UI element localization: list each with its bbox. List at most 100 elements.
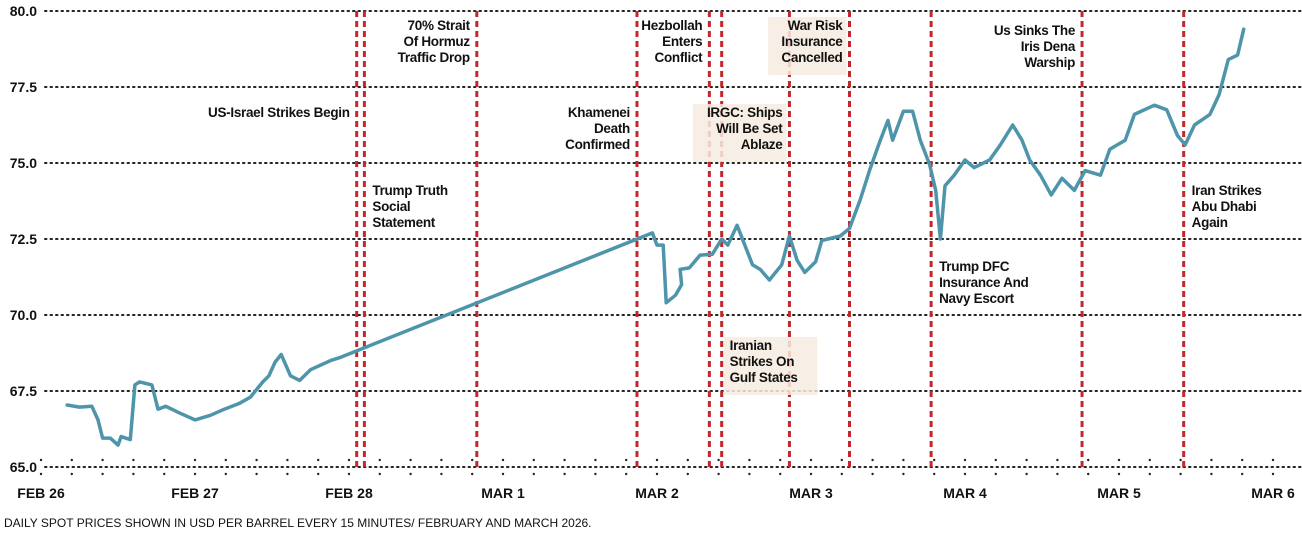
x-tick-dot xyxy=(1271,458,1275,462)
x-tick-dot xyxy=(563,472,566,476)
annotation-line: 70% Strait xyxy=(408,18,471,33)
annotation-text: Trump DFC Insurance And Navy Escort xyxy=(939,259,1028,306)
x-tick-label: FEB 26 xyxy=(17,485,65,501)
annotation-text: Iran Strikes Abu Dhabi Again xyxy=(1192,183,1262,230)
annotation-line: Cancelled xyxy=(781,50,842,65)
x-tick-dot xyxy=(1025,458,1028,462)
annotation-highlight xyxy=(768,17,847,75)
annotation-line: Strikes On xyxy=(730,354,795,369)
x-tick-dot xyxy=(440,472,443,476)
annotation-line: Iris Dena xyxy=(1021,39,1076,54)
x-tick-dot xyxy=(193,472,197,476)
axes: 65.0 67.5 70.0 72.5 75.0 77.5 80.0 FEB 26 FEB 27… xyxy=(10,3,1295,501)
x-tick-dot xyxy=(286,458,289,462)
x-tick-dot xyxy=(163,472,166,476)
x-tick-dot xyxy=(594,472,597,476)
x-tick-dot xyxy=(933,472,936,476)
x-tick-dot xyxy=(994,472,997,476)
annotation-line: Statement xyxy=(372,215,435,230)
x-tick-dot xyxy=(1087,472,1090,476)
annotation-line: Hezbollah xyxy=(641,18,702,33)
annotation-label: IRGC: Ships Will Be Set Ablaze xyxy=(692,104,787,162)
x-tick-dot xyxy=(532,458,535,462)
annotation-text: Khamenei Death Confirmed xyxy=(565,105,630,152)
annotation-line: Insurance And xyxy=(939,275,1028,290)
annotation-line: Death xyxy=(594,121,630,136)
annotation-text: IRGC: Ships Will Be Set Ablaze xyxy=(707,105,783,152)
annotation-text: US-Israel Strikes Begin xyxy=(208,105,350,120)
annotation-line: Will Be Set xyxy=(716,121,783,136)
annotation-label: Trump DFC Insurance And Navy Escort xyxy=(939,259,1029,306)
annotation-line: Confirmed xyxy=(565,137,630,152)
x-tick-dot xyxy=(779,458,782,462)
x-tick-dot xyxy=(39,458,43,462)
annotation-label: Hezbollah Enters Conflict xyxy=(641,18,703,65)
y-tick-label: 70.0 xyxy=(10,307,37,323)
annotation-line: Trump DFC xyxy=(939,259,1010,274)
x-tick-dot xyxy=(132,472,135,476)
annotation-line: Insurance xyxy=(781,34,843,49)
annotation-text: Hezbollah Enters Conflict xyxy=(641,18,703,65)
x-tick-dot xyxy=(101,472,104,476)
x-tick-dot xyxy=(1148,458,1152,462)
x-tick-dot xyxy=(871,472,874,476)
x-tick-dot xyxy=(1087,458,1090,462)
x-tick-dot xyxy=(471,472,474,476)
x-tick-dot xyxy=(224,458,227,462)
annotation-label: Khamenei Death Confirmed xyxy=(565,105,630,152)
x-tick-dot xyxy=(101,458,104,462)
x-tick-label: MAR 3 xyxy=(789,485,833,501)
annotation-line: Iranian xyxy=(730,338,772,353)
x-tick-label: MAR 6 xyxy=(1251,485,1295,501)
x-tick-label: MAR 2 xyxy=(635,485,679,501)
x-tick-dot xyxy=(193,458,197,462)
annotation-line: Warship xyxy=(1024,55,1075,70)
x-tick-dot xyxy=(655,472,659,476)
annotation-line: Trump Truth xyxy=(372,183,447,198)
annotations: US-Israel Strikes Begin Trump Truth Social… xyxy=(208,17,1262,395)
x-tick-dot xyxy=(378,472,381,476)
x-tick-dot xyxy=(224,472,227,476)
x-tick-dot xyxy=(871,458,874,462)
x-tick-dot xyxy=(409,472,412,476)
annotation-line: US-Israel Strikes Begin xyxy=(208,105,350,120)
annotation-label: War Risk Insurance Cancelled xyxy=(768,17,847,75)
y-tick-label: 80.0 xyxy=(10,3,37,19)
gridlines xyxy=(44,10,1302,468)
annotation-label: Iran Strikes Abu Dhabi Again xyxy=(1192,183,1262,230)
annotation-text: Iranian Strikes On Gulf States xyxy=(730,338,798,385)
x-tick-dot xyxy=(317,458,320,462)
x-tick-dot xyxy=(255,472,258,476)
x-tick-dot xyxy=(655,458,659,462)
annotation-line: Us Sinks The xyxy=(994,23,1076,38)
x-tick-dot xyxy=(994,458,997,462)
annotation-text: Trump Truth Social Statement xyxy=(372,183,447,230)
x-tick-dot xyxy=(501,472,505,476)
x-tick-dot xyxy=(748,458,751,462)
annotation-line: Ablaze xyxy=(741,137,784,152)
x-tick-dot xyxy=(1210,458,1213,462)
x-tick-dot xyxy=(717,458,720,462)
annotation-line: Conflict xyxy=(655,50,704,65)
x-tick-dot xyxy=(501,458,505,462)
x-tick-dot xyxy=(686,458,689,462)
x-tick-label: MAR 5 xyxy=(1097,485,1141,501)
x-tick-dot xyxy=(1271,472,1275,476)
x-tick-dot xyxy=(70,458,74,462)
annotation-line: Enters xyxy=(662,34,702,49)
annotation-line: IRGC: Ships xyxy=(707,105,782,120)
annotation-label: Iranian Strikes On Gulf States xyxy=(723,337,818,395)
x-tick-dot xyxy=(809,472,813,476)
annotation-line: Khamenei xyxy=(568,105,630,120)
annotation-label: Us Sinks The Iris Dena Warship xyxy=(994,23,1076,70)
annotation-line: War Risk xyxy=(788,18,844,33)
x-tick-dot xyxy=(163,458,166,462)
annotation-text: War Risk Insurance Cancelled xyxy=(781,18,843,65)
annotation-line: Navy Escort xyxy=(939,291,1015,306)
x-tick-dot xyxy=(963,472,967,476)
x-tick-dot xyxy=(1117,472,1121,476)
x-tick-dot xyxy=(748,472,751,476)
annotation-line: Traffic Drop xyxy=(398,50,470,65)
x-tick-dot xyxy=(347,458,351,462)
